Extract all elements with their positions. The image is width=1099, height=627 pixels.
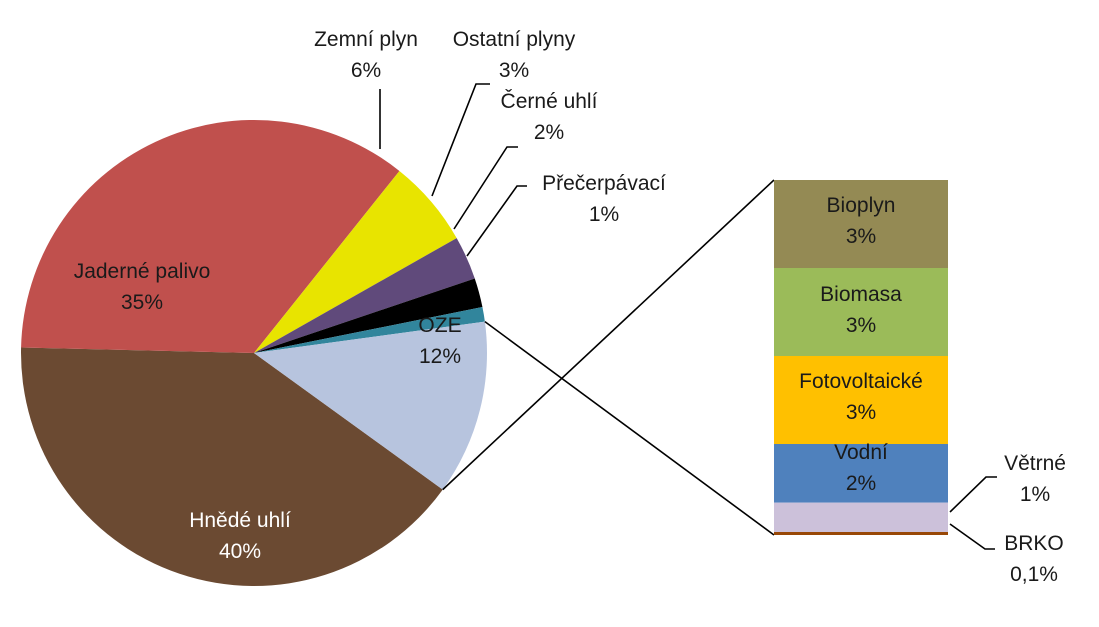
pie-label-jaderne-palivo: Jaderné palivo 35% — [74, 260, 211, 314]
bar-label-fotovoltaicke: Fotovoltaické 3% — [799, 370, 923, 424]
pie-slice-hnede-uhli — [21, 347, 443, 586]
leader-line-brko — [949, 523, 995, 550]
pie-slice-zemni-plyn — [254, 170, 457, 353]
leader-line-precerpavaci — [466, 185, 527, 257]
bar-segment-fotovoltaicke — [774, 356, 948, 444]
pie-group — [21, 119, 488, 586]
pie-slice-jaderne-palivo — [21, 119, 400, 353]
bar-label-bioplyn: Bioplyn 3% — [827, 194, 896, 248]
pie-slice-ostatni-plyny — [254, 238, 475, 353]
stacked-bar-group — [774, 180, 948, 535]
pie-label-oze: OZE 12% — [418, 314, 461, 368]
pie-label-cerne-uhli: Černé uhlí 2% — [501, 90, 598, 144]
pie-label-hnede-uhli: Hnědé uhlí 40% — [189, 509, 291, 563]
bar-label-vodni: Vodní 2% — [834, 441, 888, 495]
bar-segment-bioplyn — [774, 180, 948, 268]
connector-lines — [442, 179, 775, 536]
leader-line-cerne-uhli — [453, 146, 518, 230]
bar-label-biomasa: Biomasa 3% — [820, 283, 902, 337]
pie-label-ostatni-plyny: Ostatní plyny 3% — [453, 28, 576, 82]
connector-line-bottom — [484, 320, 775, 536]
leader-line-vetrne — [949, 476, 997, 513]
bar-segment-biomasa — [774, 268, 948, 356]
connector-line-top — [442, 179, 775, 491]
pie-label-zemni-plyn: Zemní plyn 6% — [314, 28, 418, 82]
bar-segment-brko — [774, 532, 948, 535]
bar-segment-vodni — [774, 444, 948, 503]
pie-label-precerpavaci: Přečerpávací 1% — [542, 172, 666, 226]
bar-segment-vetrne — [774, 502, 948, 532]
bar-label-vetrne: Větrné 1% — [1004, 452, 1066, 506]
pie-slice-precerpavaci — [254, 307, 485, 353]
leader-line-ostatni-plyny — [431, 83, 490, 197]
bar-label-brko: BRKO 0,1% — [1004, 532, 1064, 586]
labels-group: Hnědé uhlí 40% Jaderné palivo 35% Zemní plyn… — [74, 28, 1066, 586]
pie-slice-cerne-uhli — [254, 278, 483, 353]
pie-slice-oze — [254, 321, 488, 490]
